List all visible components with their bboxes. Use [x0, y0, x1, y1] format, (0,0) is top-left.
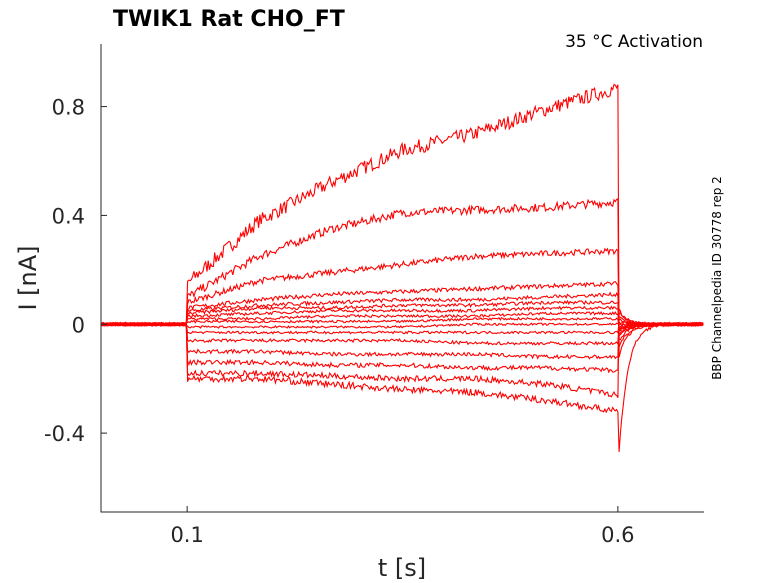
- current-trace-9: [100, 316, 704, 330]
- y-tick-label: -0.4: [44, 422, 85, 446]
- x-axis-label: t [s]: [378, 554, 426, 582]
- x-tick-label: 0.1: [170, 523, 203, 547]
- tick-group: 0.1 0.6 -0.4 0 0.4 0.8: [44, 96, 635, 547]
- current-trace-8: [100, 311, 704, 331]
- current-trace-13: [100, 316, 704, 360]
- current-trace-15: [100, 307, 704, 398]
- y-tick-label: 0: [72, 313, 85, 337]
- axes-frame: [100, 44, 704, 513]
- current-trace-7: [100, 305, 704, 331]
- trace-group: [100, 83, 704, 452]
- current-trace-4: [100, 280, 704, 337]
- side-id-label: BBP Channelpedia ID 30778 rep 2: [710, 176, 724, 380]
- current-trace-6: [100, 299, 704, 332]
- chart-title: TWIK1 Rat CHO_FT: [113, 7, 345, 32]
- current-trace-16: [100, 321, 704, 452]
- current-trace-11: [100, 320, 704, 335]
- current-trace-1: [100, 83, 704, 358]
- y-tick-label: 0.4: [52, 204, 85, 228]
- current-trace-3: [100, 247, 704, 341]
- current-trace-10: [100, 321, 704, 329]
- y-tick-label: 0.8: [52, 96, 85, 120]
- current-trace-14: [100, 311, 704, 374]
- current-trace-5: [100, 291, 704, 336]
- x-tick-label: 0.6: [601, 523, 634, 547]
- y-axis-label: I [nA]: [14, 245, 42, 310]
- current-trace-2: [100, 197, 704, 348]
- current-trace-12: [100, 318, 704, 346]
- temperature-annotation: 35 °C Activation: [565, 32, 703, 52]
